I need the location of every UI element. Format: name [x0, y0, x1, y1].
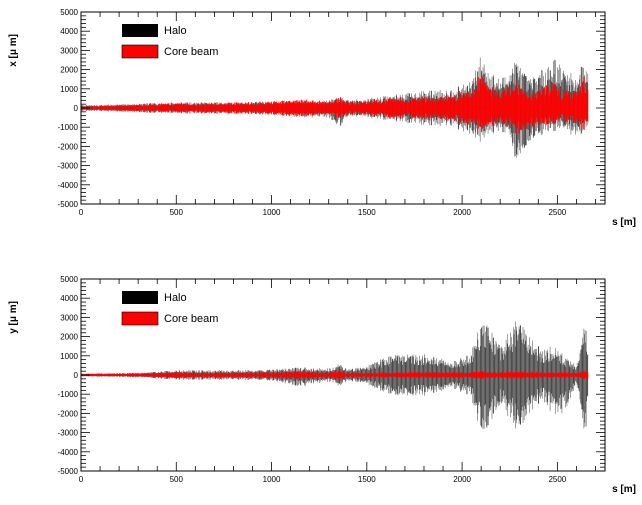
x-tick-label: 0 [79, 208, 84, 217]
y-tick-label: -3000 [58, 162, 79, 171]
x-tick-label: 1500 [358, 475, 376, 484]
legend-label-halo: Halo [164, 292, 187, 304]
x-tick-label: 500 [170, 208, 184, 217]
y-axis-title: y [μ m] [8, 301, 19, 334]
legend-swatch-halo [122, 291, 158, 304]
y-tick-label: -4000 [58, 448, 79, 457]
legend-swatch-core-beam [121, 44, 159, 59]
x-tick-label: 2500 [548, 208, 566, 217]
x-tick-label: 0 [79, 475, 84, 484]
y-tick-label: -3000 [58, 429, 79, 438]
y-tick-label: 1000 [60, 352, 78, 361]
vertical-plane-panel: -5000 -4000 -3000 -2000 -1000 0 1000 2000 3000 40… [8, 275, 636, 495]
plot-area [81, 57, 589, 158]
x-tick-label: 1000 [263, 475, 281, 484]
y-tick-label: -2000 [58, 409, 79, 418]
y-tick-label: 0 [74, 104, 79, 113]
y-tick-label: 4000 [60, 294, 78, 303]
y-tick-label: 0 [74, 371, 79, 380]
y-tick-label: -1000 [58, 390, 79, 399]
y-tick-label: -1000 [58, 123, 79, 132]
legend-label-core-beam: Core beam [164, 313, 218, 325]
legend-label-core-beam: Core beam [164, 46, 218, 58]
y-tick-label: 1000 [60, 85, 78, 94]
x-tick-label: 2000 [453, 475, 471, 484]
y-tick-label: 5000 [60, 8, 78, 17]
legend: Halo Core beam [121, 291, 218, 326]
plot-area [81, 321, 589, 429]
y-tick-label: 3000 [60, 313, 78, 322]
legend-swatch-halo [122, 24, 158, 37]
x-tick-label: 2000 [453, 208, 471, 217]
y-tick-label: -4000 [58, 181, 79, 190]
y-tick-label: 2000 [60, 66, 78, 75]
x-axis-title: s [m] [612, 484, 636, 495]
legend-label-halo: Halo [164, 25, 187, 37]
y-tick-label: -5000 [58, 200, 79, 209]
x-tick-label: 1500 [358, 208, 376, 217]
y-tick-label: 4000 [60, 27, 78, 36]
x-axis-title: s [m] [612, 217, 636, 228]
y-tick-label: -5000 [58, 467, 79, 476]
y-tick-label: -2000 [58, 142, 79, 151]
horizontal-plane-panel: -5000 -4000 -3000 -2000 -1000 0 1000 2000 3000 40… [8, 8, 636, 228]
legend-swatch-core-beam [121, 311, 159, 326]
y-tick-label: 2000 [60, 333, 78, 342]
y-tick-label: 3000 [60, 46, 78, 55]
x-tick-label: 1000 [263, 208, 281, 217]
y-tick-label: 5000 [60, 275, 78, 284]
x-tick-label: 2500 [548, 475, 566, 484]
legend: Halo Core beam [121, 24, 218, 59]
x-tick-label: 500 [170, 475, 184, 484]
y-axis-title: x [μ m] [8, 34, 19, 67]
